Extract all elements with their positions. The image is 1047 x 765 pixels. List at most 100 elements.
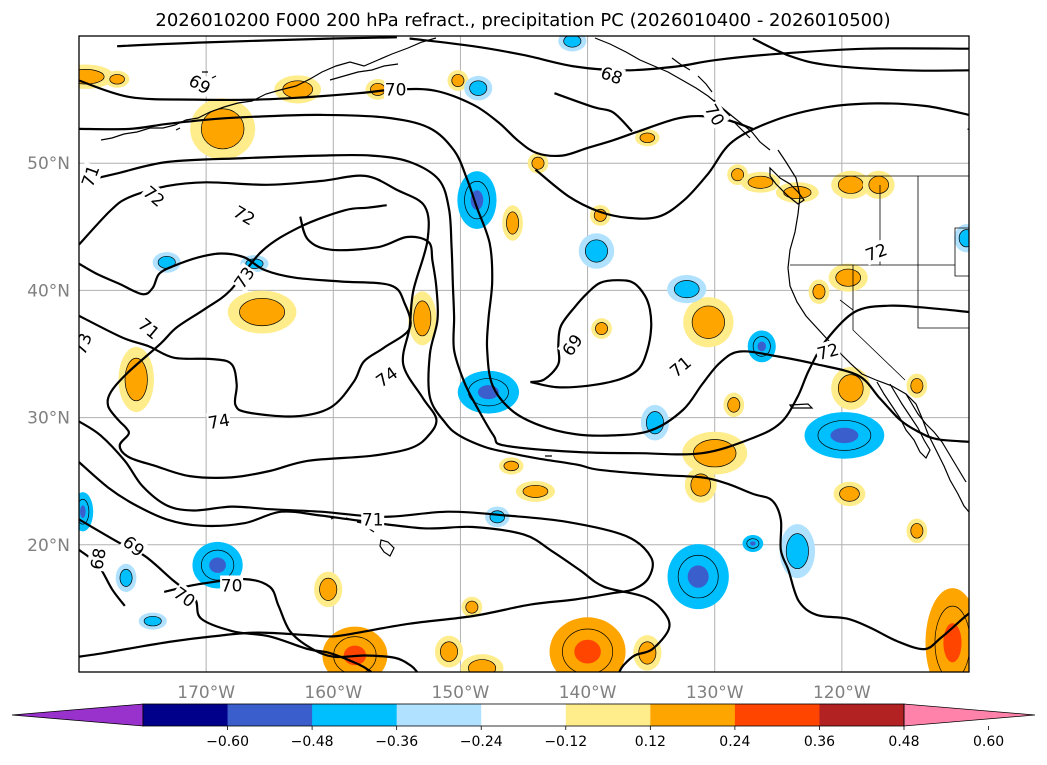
colorbar-tick-label: −0.36 <box>375 734 418 750</box>
contour-label-mask <box>964 125 969 146</box>
gulf-of-california <box>905 393 967 483</box>
contour-label-mask <box>169 582 200 612</box>
contour-label-mask <box>371 362 402 392</box>
lon-tick-label: 140°W <box>559 683 617 703</box>
colorbar-extend-low <box>11 703 144 727</box>
contour-label-mask <box>861 238 891 266</box>
colorbar-segment <box>312 704 398 726</box>
contour-line <box>299 216 969 651</box>
colorbar-tick-label: −0.24 <box>460 734 503 750</box>
contour-label-mask <box>229 262 260 293</box>
contour-label-mask <box>118 531 149 562</box>
contour-label: 74 <box>205 409 232 434</box>
precip-area <box>910 523 924 539</box>
precip-area <box>785 533 809 570</box>
contour-label-mask <box>814 338 842 365</box>
contour-label-text: 7 <box>966 126 977 146</box>
colorbar-tick-label: 0.12 <box>635 734 666 750</box>
precip-area <box>812 283 826 300</box>
contour-label-text: 71 <box>362 510 384 530</box>
contour-label-mask <box>384 79 408 100</box>
political-boundaries <box>779 175 969 381</box>
gulf-of-alaska-coast <box>594 37 771 151</box>
colorbar-tick-label: 0.60 <box>973 734 1004 750</box>
lat-tick-label: 50°N <box>27 154 70 174</box>
precip-core <box>687 565 709 588</box>
contour-line <box>409 37 969 72</box>
precip-area <box>531 156 545 170</box>
precip-area <box>868 175 889 194</box>
contour-label-mask <box>361 509 385 530</box>
contour-line <box>79 461 671 672</box>
precip-area <box>239 297 286 327</box>
precip-area <box>837 175 864 194</box>
precip-area <box>282 80 314 99</box>
precip-area <box>503 460 519 472</box>
contour-label-text: 70 <box>221 577 243 597</box>
precip-core <box>574 639 601 664</box>
colorbar-segment <box>481 704 567 726</box>
precip-area <box>319 577 338 601</box>
colorbar-segment <box>650 704 736 726</box>
contour-label-text: 68 <box>87 547 110 572</box>
contour-line <box>530 279 653 389</box>
map-frame <box>78 35 970 673</box>
precip-area <box>506 211 519 235</box>
contour-label-mask <box>665 351 696 382</box>
precip-area <box>440 641 458 662</box>
contour-label-mask <box>220 575 244 596</box>
contour-line <box>79 252 412 418</box>
lat-tick-label: 40°N <box>27 281 70 301</box>
chart-title: 2026010200 F000 200 hPa refract., precip… <box>155 10 890 31</box>
contour-label-mask <box>79 161 104 191</box>
colorbar-segment <box>734 704 820 726</box>
precip-area <box>731 168 745 182</box>
baja-california <box>876 381 931 460</box>
contour-label-mask <box>133 313 165 344</box>
contour-label-text: 74 <box>207 411 232 434</box>
precip-area <box>747 175 774 189</box>
contour-label-mask <box>229 200 260 230</box>
precip-area <box>563 36 582 48</box>
contour-line <box>79 153 969 456</box>
contour-label-mask <box>184 69 215 99</box>
lon-tick-label: 170°W <box>177 683 235 703</box>
precip-core <box>209 557 226 573</box>
contour-label-mask <box>700 99 730 130</box>
latitude-axis: 50°N 40°N 30°N 20°N <box>27 154 70 556</box>
contour-label: 72 <box>861 238 891 266</box>
precip-area <box>839 486 860 502</box>
vancouver-island <box>769 166 805 205</box>
colorbar-segment <box>819 704 905 726</box>
precip-area <box>451 74 465 87</box>
precip-area <box>200 108 245 150</box>
contour-line <box>554 92 633 133</box>
precip-area <box>835 268 862 287</box>
contour-line <box>752 37 969 72</box>
colorbar-tick-label: −0.60 <box>206 734 249 750</box>
precip-area <box>837 374 864 403</box>
precip-area <box>673 280 700 299</box>
contour-line <box>534 102 969 220</box>
precip-core <box>750 541 756 546</box>
precip-area <box>467 659 497 672</box>
alaska-aleutian-coast <box>100 37 437 141</box>
colorbar-tick-label: −0.12 <box>544 734 587 750</box>
colorbar-segment <box>143 704 229 726</box>
contour-label: 70 <box>220 575 244 597</box>
contour-label-mask <box>79 329 97 359</box>
precip-area <box>469 80 488 96</box>
contour-line <box>117 36 397 48</box>
precip-area <box>690 473 711 497</box>
contour-label-mask <box>138 181 170 212</box>
contour-line <box>79 549 126 607</box>
precip-area <box>639 132 656 143</box>
contour-label: 68 <box>86 545 111 572</box>
contour-label: 71 <box>361 509 385 530</box>
precip-area <box>783 186 812 199</box>
precip-area <box>143 615 162 627</box>
contour-line <box>79 420 654 658</box>
contour-label: 7 <box>964 125 977 146</box>
